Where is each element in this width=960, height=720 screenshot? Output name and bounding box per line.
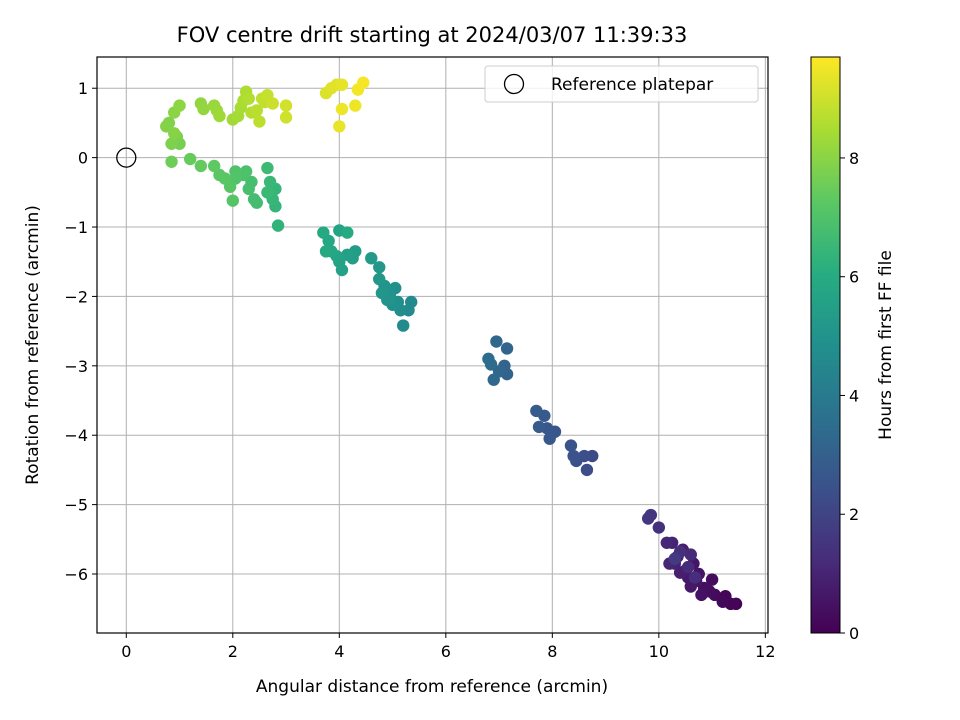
legend-reference-marker xyxy=(503,73,525,95)
x-tick-label: 8 xyxy=(547,642,557,661)
data-point xyxy=(333,120,346,133)
data-point xyxy=(165,155,178,168)
data-point xyxy=(487,373,500,386)
colorbar-tick-label: 0 xyxy=(849,624,859,643)
y-tick-label: −2 xyxy=(64,287,88,306)
data-point xyxy=(660,536,674,549)
data-point xyxy=(261,186,274,199)
data-point xyxy=(168,127,181,140)
data-point xyxy=(173,99,186,112)
y-tick-label: −5 xyxy=(64,496,88,515)
data-point xyxy=(213,168,226,182)
y-axis-ticks: −6 −5 −4 −3 −2 −1 0 1 xyxy=(64,79,97,584)
data-point xyxy=(317,226,330,239)
chart-title: FOV centre drift starting at 2024/03/07 … xyxy=(177,23,688,47)
legend-box xyxy=(484,65,759,103)
data-point xyxy=(335,102,349,116)
x-tick-label: 4 xyxy=(334,642,344,661)
data-point xyxy=(705,573,719,586)
y-tick-label: 1 xyxy=(78,79,88,98)
data-point xyxy=(319,245,333,258)
colorbar-tick-label: 8 xyxy=(849,149,859,168)
data-point xyxy=(668,552,682,565)
data-point xyxy=(543,432,556,445)
data-point xyxy=(279,111,293,124)
data-point xyxy=(695,588,708,602)
data-point xyxy=(263,175,277,189)
data-point xyxy=(652,521,666,534)
data-point xyxy=(688,571,702,584)
data-point xyxy=(580,463,594,477)
x-tick-label: 10 xyxy=(649,642,669,661)
data-point xyxy=(250,104,263,117)
data-point xyxy=(226,194,239,207)
data-point xyxy=(183,152,197,166)
colorbar-tick-label: 4 xyxy=(849,386,859,405)
colorbar-tick-label: 6 xyxy=(849,268,859,287)
legend: Reference platepar xyxy=(484,65,759,103)
reference-platepar-marker xyxy=(116,147,137,168)
y-tick-label: −4 xyxy=(64,426,88,445)
legend-entry-label: Reference platepar xyxy=(551,75,713,95)
colorbar-tick-label: 2 xyxy=(849,505,859,524)
data-point xyxy=(242,92,255,105)
data-point xyxy=(261,161,274,175)
data-point xyxy=(349,99,362,112)
data-point xyxy=(564,439,578,452)
colorbar: 0 2 4 6 8 Hours from first FF file xyxy=(810,56,896,643)
data-point xyxy=(684,548,697,561)
colorbar-ticks: 0 2 4 6 8 xyxy=(840,149,859,643)
y-axis-label: Rotation from reference (arcmin) xyxy=(23,205,43,485)
data-point xyxy=(641,512,655,525)
reference-marker-group xyxy=(116,147,137,168)
data-point xyxy=(530,404,543,418)
y-tick-label: −3 xyxy=(64,357,88,376)
data-point xyxy=(365,252,378,265)
data-point xyxy=(253,115,266,128)
data-point xyxy=(567,449,580,463)
data-point xyxy=(373,261,386,274)
data-point xyxy=(716,595,729,608)
data-point xyxy=(681,560,695,574)
data-point xyxy=(375,286,389,300)
data-point xyxy=(397,319,410,332)
data-point xyxy=(500,342,514,355)
data-point xyxy=(197,102,210,116)
data-point xyxy=(165,137,178,150)
data-point xyxy=(335,78,349,91)
data-point xyxy=(194,159,208,173)
y-tick-label: 0 xyxy=(78,149,88,168)
plot-frame xyxy=(96,56,769,634)
x-tick-label: 2 xyxy=(228,642,238,661)
x-tick-label: 12 xyxy=(755,642,775,661)
data-point xyxy=(242,182,255,196)
x-tick-label: 6 xyxy=(441,642,451,661)
data-point xyxy=(160,120,173,133)
data-point xyxy=(247,193,261,206)
data-point xyxy=(373,272,386,286)
x-axis-label: Angular distance from reference (arcmin) xyxy=(256,677,608,697)
data-point xyxy=(279,99,293,112)
grid-lines xyxy=(97,57,768,633)
data-point xyxy=(357,76,370,89)
x-tick-label: 0 xyxy=(121,642,131,661)
colorbar-gradient xyxy=(810,56,841,634)
data-point xyxy=(341,226,354,239)
data-point xyxy=(532,420,546,434)
y-tick-label: −6 xyxy=(64,565,88,584)
y-tick-label: −1 xyxy=(64,218,88,237)
data-point xyxy=(213,109,226,123)
data-point xyxy=(482,352,495,366)
data-point xyxy=(207,159,221,173)
colorbar-label: Hours from first FF file xyxy=(876,250,896,440)
data-point xyxy=(271,219,285,232)
x-axis-ticks: 0 2 4 6 8 10 12 xyxy=(121,633,776,661)
data-point xyxy=(266,97,279,110)
data-point xyxy=(341,248,354,261)
data-points xyxy=(160,76,743,611)
data-point xyxy=(490,335,503,348)
